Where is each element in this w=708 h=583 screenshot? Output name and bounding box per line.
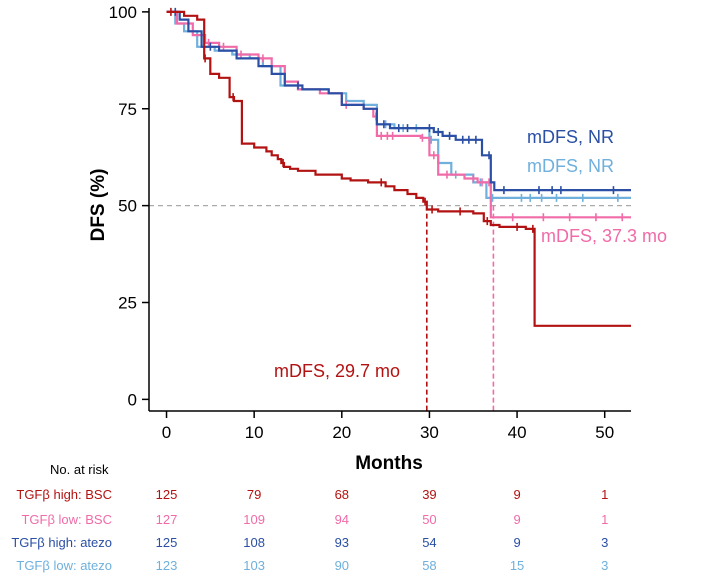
annotation-high-atezo-median: mDFS, NR <box>527 127 614 147</box>
x-tick-label: 20 <box>332 423 351 442</box>
y-tick-label: 0 <box>128 390 137 409</box>
annotation-high-bsc-median: mDFS, 29.7 mo <box>274 361 400 381</box>
risk-value: 3 <box>601 558 608 573</box>
risk-value: 3 <box>601 535 608 550</box>
annotation-low-atezo-median: mDFS, NR <box>527 156 614 176</box>
plot-area <box>149 7 631 411</box>
risk-value: 9 <box>513 535 520 550</box>
axes: DFS (%) Months 0 25 50 75 100 0 10 20 30 40 50 <box>88 3 631 474</box>
risk-value: 50 <box>422 512 436 527</box>
x-tick-label: 10 <box>245 423 264 442</box>
y-axis-title: DFS (%) <box>88 169 109 242</box>
risk-value: 109 <box>243 512 265 527</box>
risk-value: 54 <box>422 535 436 550</box>
risk-value: 39 <box>422 487 436 502</box>
km-curve-series-0 <box>166 10 631 327</box>
risk-value: 93 <box>335 535 349 550</box>
risk-value: 9 <box>513 512 520 527</box>
risk-value: 127 <box>156 512 178 527</box>
risk-value: 15 <box>510 558 524 573</box>
risk-row-label: TGFβ low: BSC <box>21 512 112 527</box>
risk-value: 125 <box>156 535 178 550</box>
x-axis-title: Months <box>355 453 423 474</box>
annotations: mDFS, NR mDFS, NR mDFS, 37.3 mo mDFS, 29… <box>274 127 667 381</box>
x-tick-label: 0 <box>162 423 171 442</box>
risk-value: 108 <box>243 535 265 550</box>
risk-value: 125 <box>156 487 178 502</box>
y-tick-label: 50 <box>118 197 137 216</box>
risk-value: 90 <box>335 558 349 573</box>
risk-row-label: TGFβ high: BSC <box>16 487 112 502</box>
km-curve-series-2 <box>166 10 631 192</box>
annotation-low-bsc-median: mDFS, 37.3 mo <box>541 226 667 246</box>
y-tick-label: 25 <box>118 294 137 313</box>
x-tick-label: 30 <box>420 423 439 442</box>
risk-value: 103 <box>243 558 265 573</box>
risk-value: 68 <box>335 487 349 502</box>
y-tick-label: 75 <box>118 100 137 119</box>
risk-value: 1 <box>601 512 608 527</box>
risk-table: No. at risk TGFβ high: BSC 125 79 68 39 9 1TGF… <box>11 462 608 573</box>
risk-value: 94 <box>335 512 349 527</box>
risk-row-label: TGFβ high: atezo <box>11 535 112 550</box>
risk-value: 123 <box>156 558 178 573</box>
y-tick-label: 100 <box>109 3 137 22</box>
risk-value: 9 <box>513 487 520 502</box>
risk-value: 1 <box>601 487 608 502</box>
risk-row-label: TGFβ low: atezo <box>16 558 112 573</box>
x-tick-label: 40 <box>508 423 527 442</box>
x-tick-label: 50 <box>595 423 614 442</box>
risk-value: 79 <box>247 487 261 502</box>
risk-value: 58 <box>422 558 436 573</box>
risk-table-header: No. at risk <box>50 462 109 477</box>
